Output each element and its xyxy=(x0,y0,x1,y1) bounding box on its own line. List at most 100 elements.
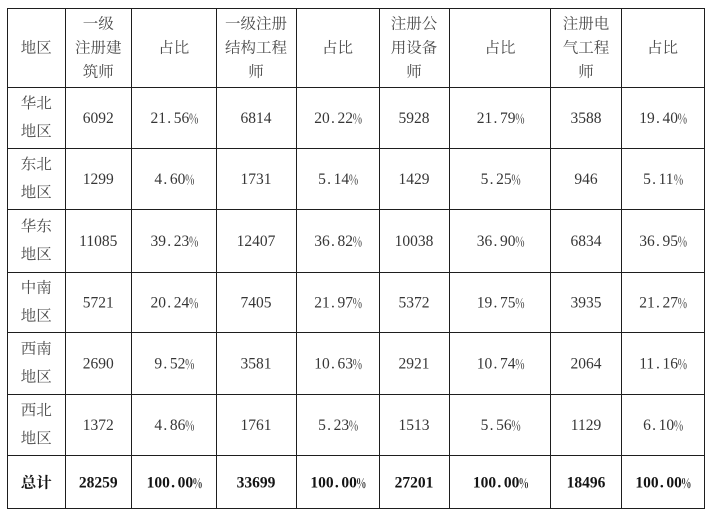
svg-text:10: 10 xyxy=(477,356,493,373)
svg-text:21: 21 xyxy=(151,110,167,127)
svg-text:5: 5 xyxy=(481,417,489,434)
svg-text:.: . xyxy=(652,171,656,188)
svg-text:4: 4 xyxy=(154,171,162,188)
svg-text:21: 21 xyxy=(477,110,493,127)
svg-text:2064: 2064 xyxy=(571,356,602,373)
svg-text:1761: 1761 xyxy=(241,417,272,434)
svg-text:10: 10 xyxy=(659,417,675,434)
svg-text:.: . xyxy=(656,233,660,250)
svg-text:946: 946 xyxy=(574,171,598,188)
svg-text:1429: 1429 xyxy=(399,171,430,188)
svg-text:3581: 3581 xyxy=(241,356,272,373)
svg-text:5: 5 xyxy=(318,171,326,188)
svg-text:74: 74 xyxy=(500,356,516,373)
svg-text:21: 21 xyxy=(314,295,330,312)
svg-text:14: 14 xyxy=(334,171,350,188)
svg-text:.: . xyxy=(327,171,331,188)
svg-text:.: . xyxy=(167,295,171,312)
svg-text:.: . xyxy=(171,475,175,492)
svg-text:00: 00 xyxy=(341,475,357,492)
svg-text:00: 00 xyxy=(504,475,520,492)
svg-text:6092: 6092 xyxy=(83,110,114,127)
svg-text:.: . xyxy=(163,356,167,373)
svg-text:.: . xyxy=(656,110,660,127)
svg-text:9: 9 xyxy=(154,356,162,373)
svg-text:.: . xyxy=(167,233,171,250)
svg-text:.: . xyxy=(490,171,494,188)
svg-text:23: 23 xyxy=(174,233,190,250)
svg-text:11085: 11085 xyxy=(79,233,117,250)
svg-text:90: 90 xyxy=(500,233,516,250)
svg-text:1372: 1372 xyxy=(83,417,114,434)
svg-text:2921: 2921 xyxy=(399,356,430,373)
svg-text:.: . xyxy=(490,417,494,434)
svg-text:.: . xyxy=(331,356,335,373)
svg-text:36: 36 xyxy=(477,233,493,250)
svg-text:20: 20 xyxy=(151,295,167,312)
svg-text:3935: 3935 xyxy=(571,295,602,312)
svg-text:.: . xyxy=(493,233,497,250)
svg-text:33699: 33699 xyxy=(237,475,276,492)
svg-text:24: 24 xyxy=(174,295,190,312)
svg-text:1129: 1129 xyxy=(571,417,602,434)
svg-text:.: . xyxy=(656,295,660,312)
svg-text:11: 11 xyxy=(639,356,654,373)
svg-text:2690: 2690 xyxy=(83,356,114,373)
svg-text:.: . xyxy=(331,295,335,312)
svg-text:.: . xyxy=(656,356,660,373)
svg-text:.: . xyxy=(331,110,335,127)
svg-text:52: 52 xyxy=(170,356,186,373)
svg-text:100: 100 xyxy=(473,475,497,492)
svg-text:5721: 5721 xyxy=(83,295,114,312)
svg-text:12407: 12407 xyxy=(237,233,276,250)
svg-text:100: 100 xyxy=(147,475,171,492)
svg-text:.: . xyxy=(167,110,171,127)
svg-text:19: 19 xyxy=(477,295,493,312)
svg-text:5: 5 xyxy=(481,171,489,188)
svg-text:4: 4 xyxy=(154,417,162,434)
svg-text:10: 10 xyxy=(314,356,330,373)
svg-text:.: . xyxy=(163,171,167,188)
svg-text:00: 00 xyxy=(178,475,194,492)
svg-text:36: 36 xyxy=(314,233,330,250)
svg-text:.: . xyxy=(652,417,656,434)
svg-text:.: . xyxy=(493,110,497,127)
svg-text:75: 75 xyxy=(500,295,516,312)
svg-text:28259: 28259 xyxy=(79,475,118,492)
svg-text:86: 86 xyxy=(170,417,186,434)
svg-text:95: 95 xyxy=(663,233,679,250)
svg-text:.: . xyxy=(497,475,501,492)
svg-text:3588: 3588 xyxy=(571,110,602,127)
svg-text:20: 20 xyxy=(314,110,330,127)
svg-text:82: 82 xyxy=(338,233,354,250)
svg-text:21: 21 xyxy=(639,295,655,312)
svg-text:5928: 5928 xyxy=(399,110,430,127)
svg-text:60: 60 xyxy=(170,171,186,188)
svg-text:10038: 10038 xyxy=(395,233,434,250)
svg-text:6814: 6814 xyxy=(241,110,272,127)
svg-text:100: 100 xyxy=(310,475,334,492)
svg-text:.: . xyxy=(331,233,335,250)
svg-text:19: 19 xyxy=(639,110,655,127)
svg-text:6: 6 xyxy=(643,417,651,434)
svg-text:56: 56 xyxy=(496,417,512,434)
svg-text:25: 25 xyxy=(496,171,512,188)
svg-text:5: 5 xyxy=(643,171,651,188)
svg-text:1731: 1731 xyxy=(241,171,272,188)
svg-text:22: 22 xyxy=(338,110,354,127)
svg-text:.: . xyxy=(493,295,497,312)
svg-text:.: . xyxy=(163,417,167,434)
svg-text:18496: 18496 xyxy=(567,475,606,492)
svg-text:36: 36 xyxy=(639,233,655,250)
svg-text:39: 39 xyxy=(151,233,167,250)
svg-text:.: . xyxy=(493,356,497,373)
svg-text:100: 100 xyxy=(635,475,659,492)
svg-text:1299: 1299 xyxy=(83,171,114,188)
svg-text:.: . xyxy=(660,475,664,492)
svg-text:7405: 7405 xyxy=(241,295,272,312)
svg-text:27201: 27201 xyxy=(395,475,434,492)
svg-text:1513: 1513 xyxy=(399,417,430,434)
svg-text:6834: 6834 xyxy=(571,233,602,250)
svg-text:11: 11 xyxy=(659,171,674,188)
svg-text:63: 63 xyxy=(338,356,354,373)
